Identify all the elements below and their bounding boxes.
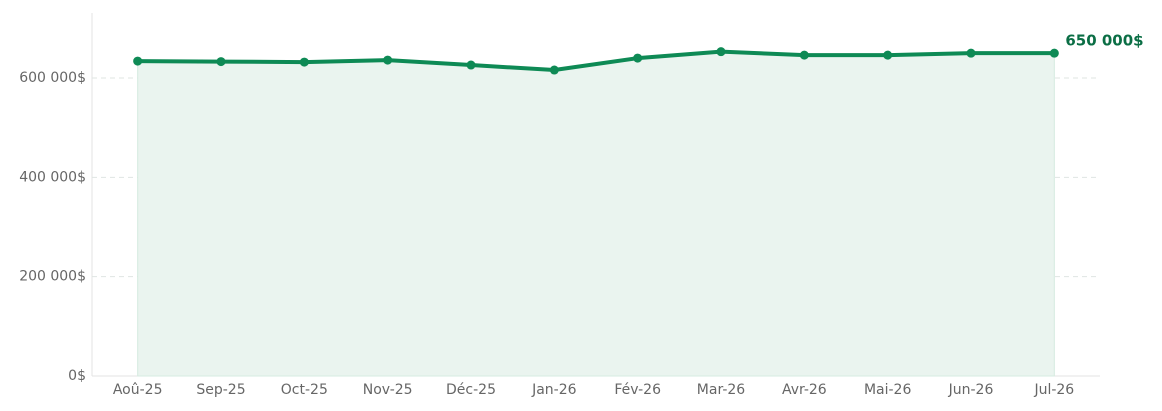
y-tick-label: 400 000$	[19, 169, 86, 185]
x-tick-label: Mai-26	[864, 382, 912, 398]
x-tick-label: Nov-25	[363, 382, 413, 398]
point	[549, 65, 559, 75]
point	[883, 50, 893, 60]
x-tick-label: Jul-26	[1033, 382, 1074, 398]
point	[633, 53, 643, 63]
y-tick-label: 0$	[68, 368, 86, 384]
point	[216, 57, 226, 67]
x-tick-label: Déc-25	[446, 382, 496, 398]
x-tick-label: Sep-25	[196, 382, 245, 398]
x-tick-label: Oct-25	[281, 382, 328, 398]
point	[1049, 48, 1059, 58]
line	[137, 49, 1055, 73]
area	[137, 51, 1055, 377]
point	[966, 48, 976, 58]
y-tick-label: 600 000$	[19, 70, 86, 86]
point	[716, 47, 726, 57]
point	[133, 56, 143, 66]
point	[799, 50, 809, 60]
x-tick-label: Avr-26	[782, 382, 827, 398]
x-tick-label: Jan-26	[531, 382, 577, 398]
x-tick-label: Aoû-25	[113, 382, 163, 398]
point	[466, 60, 476, 70]
x-tick-label: Fév-26	[614, 382, 661, 398]
x-tick-label: Jun-26	[948, 382, 994, 398]
point	[383, 55, 393, 65]
value-label: 650 000$	[1065, 32, 1143, 50]
y-tick-label: 200 000$	[19, 269, 86, 285]
x-tick-label: Mar-26	[697, 382, 745, 398]
point	[299, 57, 309, 67]
